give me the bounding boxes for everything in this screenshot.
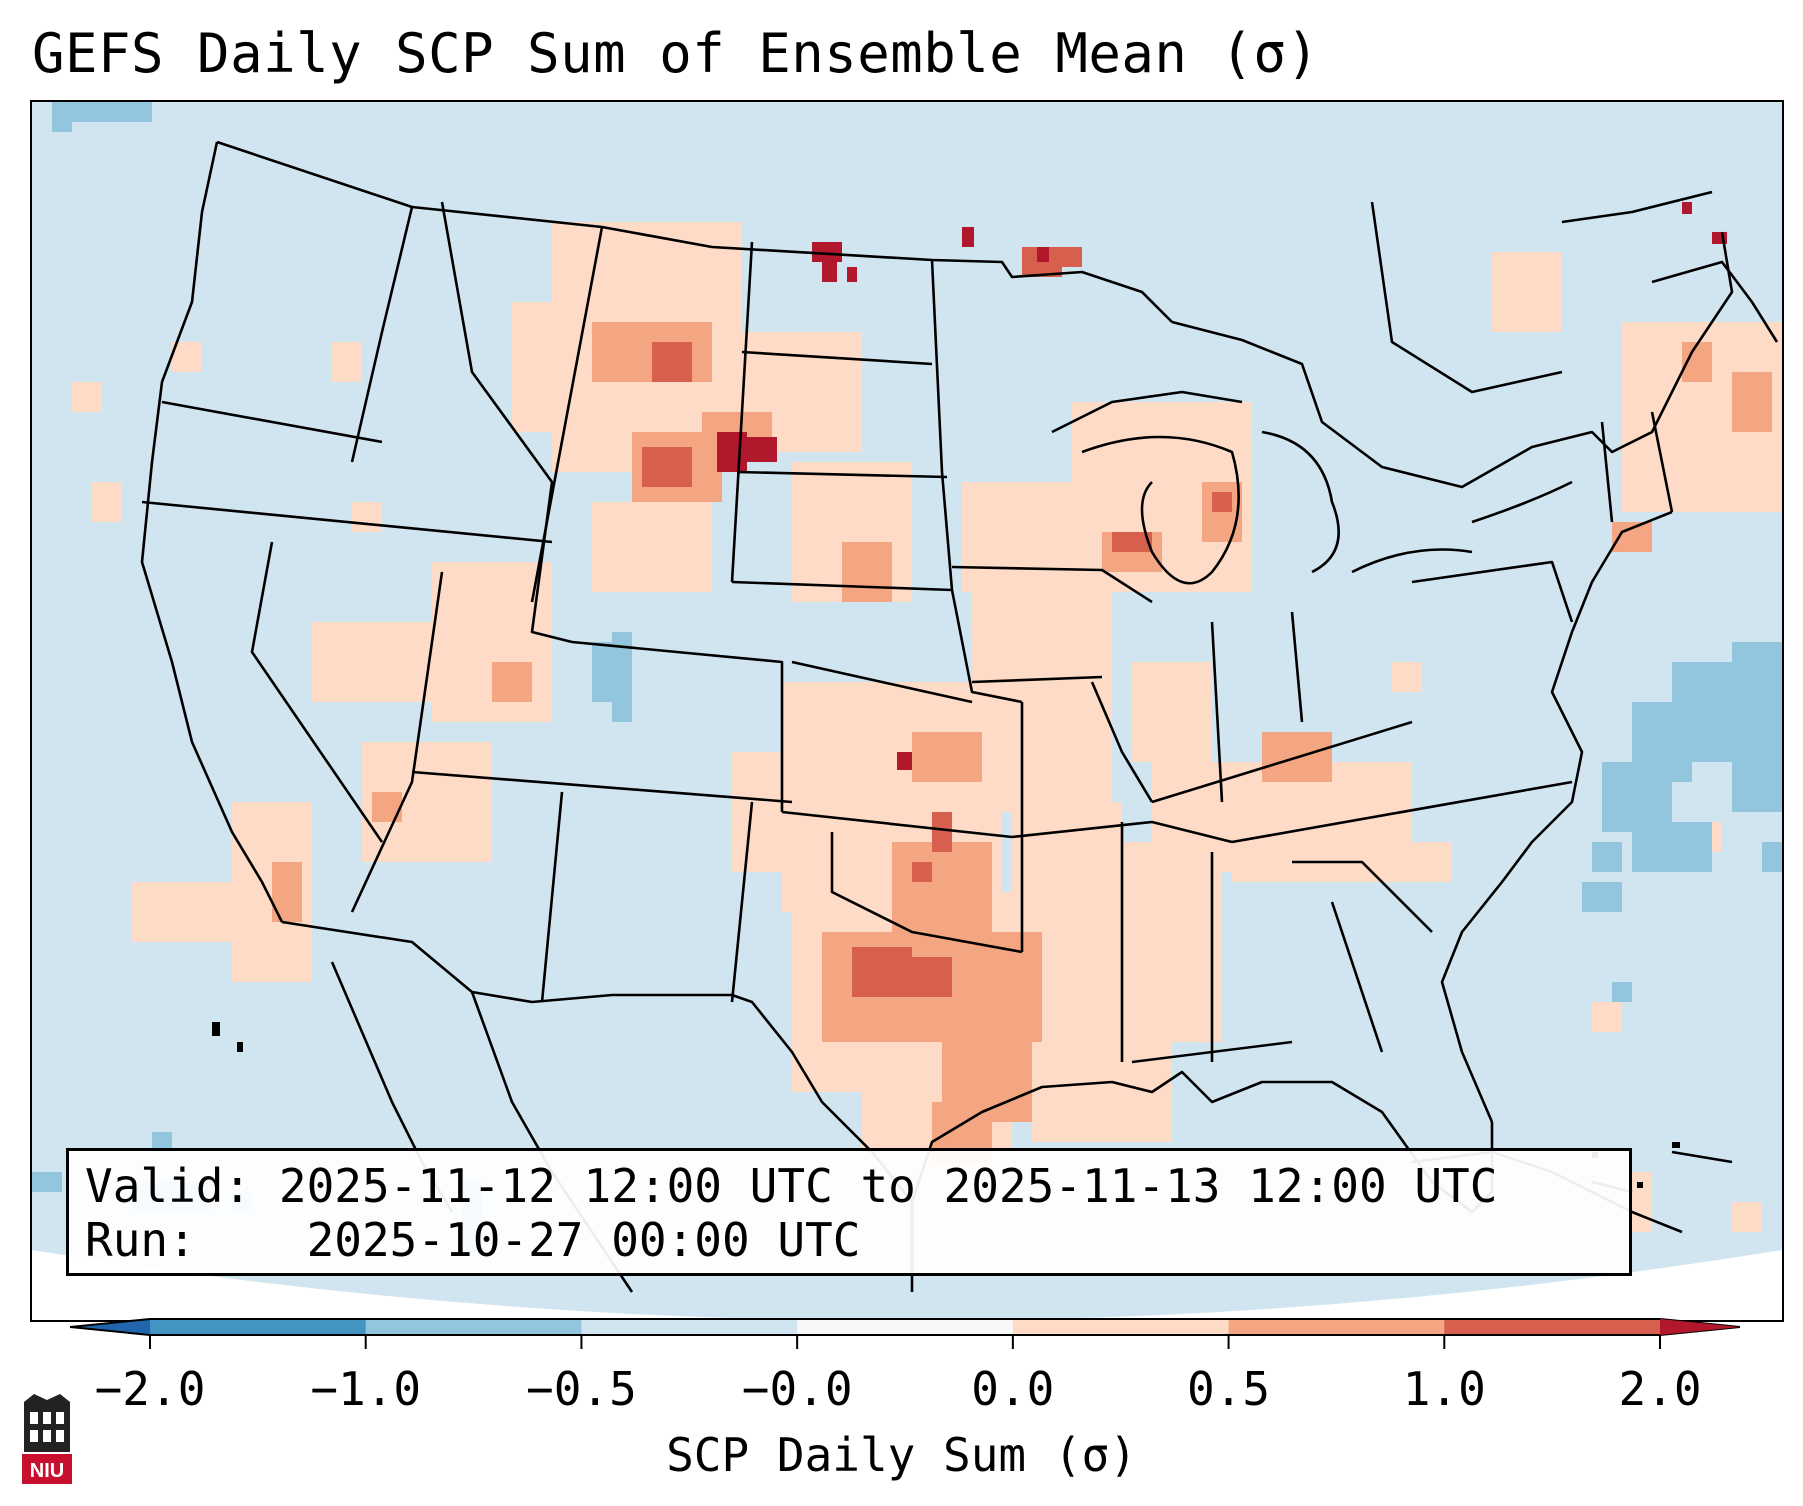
colorbar-tick-label: 0.0: [971, 1362, 1055, 1416]
colorbar-bin: [581, 1319, 798, 1335]
map-panel: [30, 100, 1784, 1322]
colorbar-tick-label: −0.5: [526, 1362, 637, 1416]
colorbar: [70, 1318, 1740, 1349]
colorbar-bins: [70, 1318, 1740, 1336]
colorbar-tick-label: −1.0: [310, 1362, 422, 1416]
scp-field: [32, 102, 1782, 1252]
logo-text: NIU: [30, 1460, 64, 1482]
colorbar-overflow-arrow: [1660, 1319, 1740, 1335]
colorbar-bin: [150, 1319, 367, 1335]
boundaries: [140, 140, 1779, 1293]
colorbar-ticks: [149, 1335, 1661, 1349]
colorbar-underflow-arrow: [70, 1319, 150, 1335]
valid-line: Valid: 2025-11-12 12:00 UTC to 2025-11-1…: [85, 1159, 1613, 1213]
valid-label: Valid:: [85, 1159, 252, 1213]
colorbar-bin: [1228, 1319, 1445, 1335]
map-canvas: [32, 102, 1782, 1320]
colorbar-bin: [1444, 1319, 1661, 1335]
colorbar-tick-label: −0.0: [741, 1362, 853, 1416]
run-value: 2025-10-27 00:00 UTC: [306, 1213, 861, 1267]
colorbar-bin: [365, 1319, 582, 1335]
colorbar-tick-label: 0.5: [1187, 1362, 1271, 1416]
colorbar-bin: [1012, 1319, 1230, 1335]
run-line: Run: 2025-10-27 00:00 UTC: [85, 1213, 1613, 1267]
university-logo-icon: NIU: [22, 1394, 72, 1484]
colorbar-label: SCP Daily Sum (σ): [666, 1428, 1137, 1482]
run-label: Run:: [85, 1213, 196, 1267]
colorbar-tick-label: 2.0: [1618, 1362, 1702, 1416]
colorbar-bin: [797, 1319, 1014, 1335]
colorbar-tick-label: −2.0: [94, 1362, 206, 1416]
valid-run-info-box: Valid: 2025-11-12 12:00 UTC to 2025-11-1…: [66, 1148, 1632, 1276]
colorbar-tick-label: 1.0: [1402, 1362, 1486, 1416]
valid-value: 2025-11-12 12:00 UTC to 2025-11-13 12:00…: [278, 1159, 1498, 1213]
map-title: GEFS Daily SCP Sum of Ensemble Mean (σ): [32, 22, 1320, 85]
